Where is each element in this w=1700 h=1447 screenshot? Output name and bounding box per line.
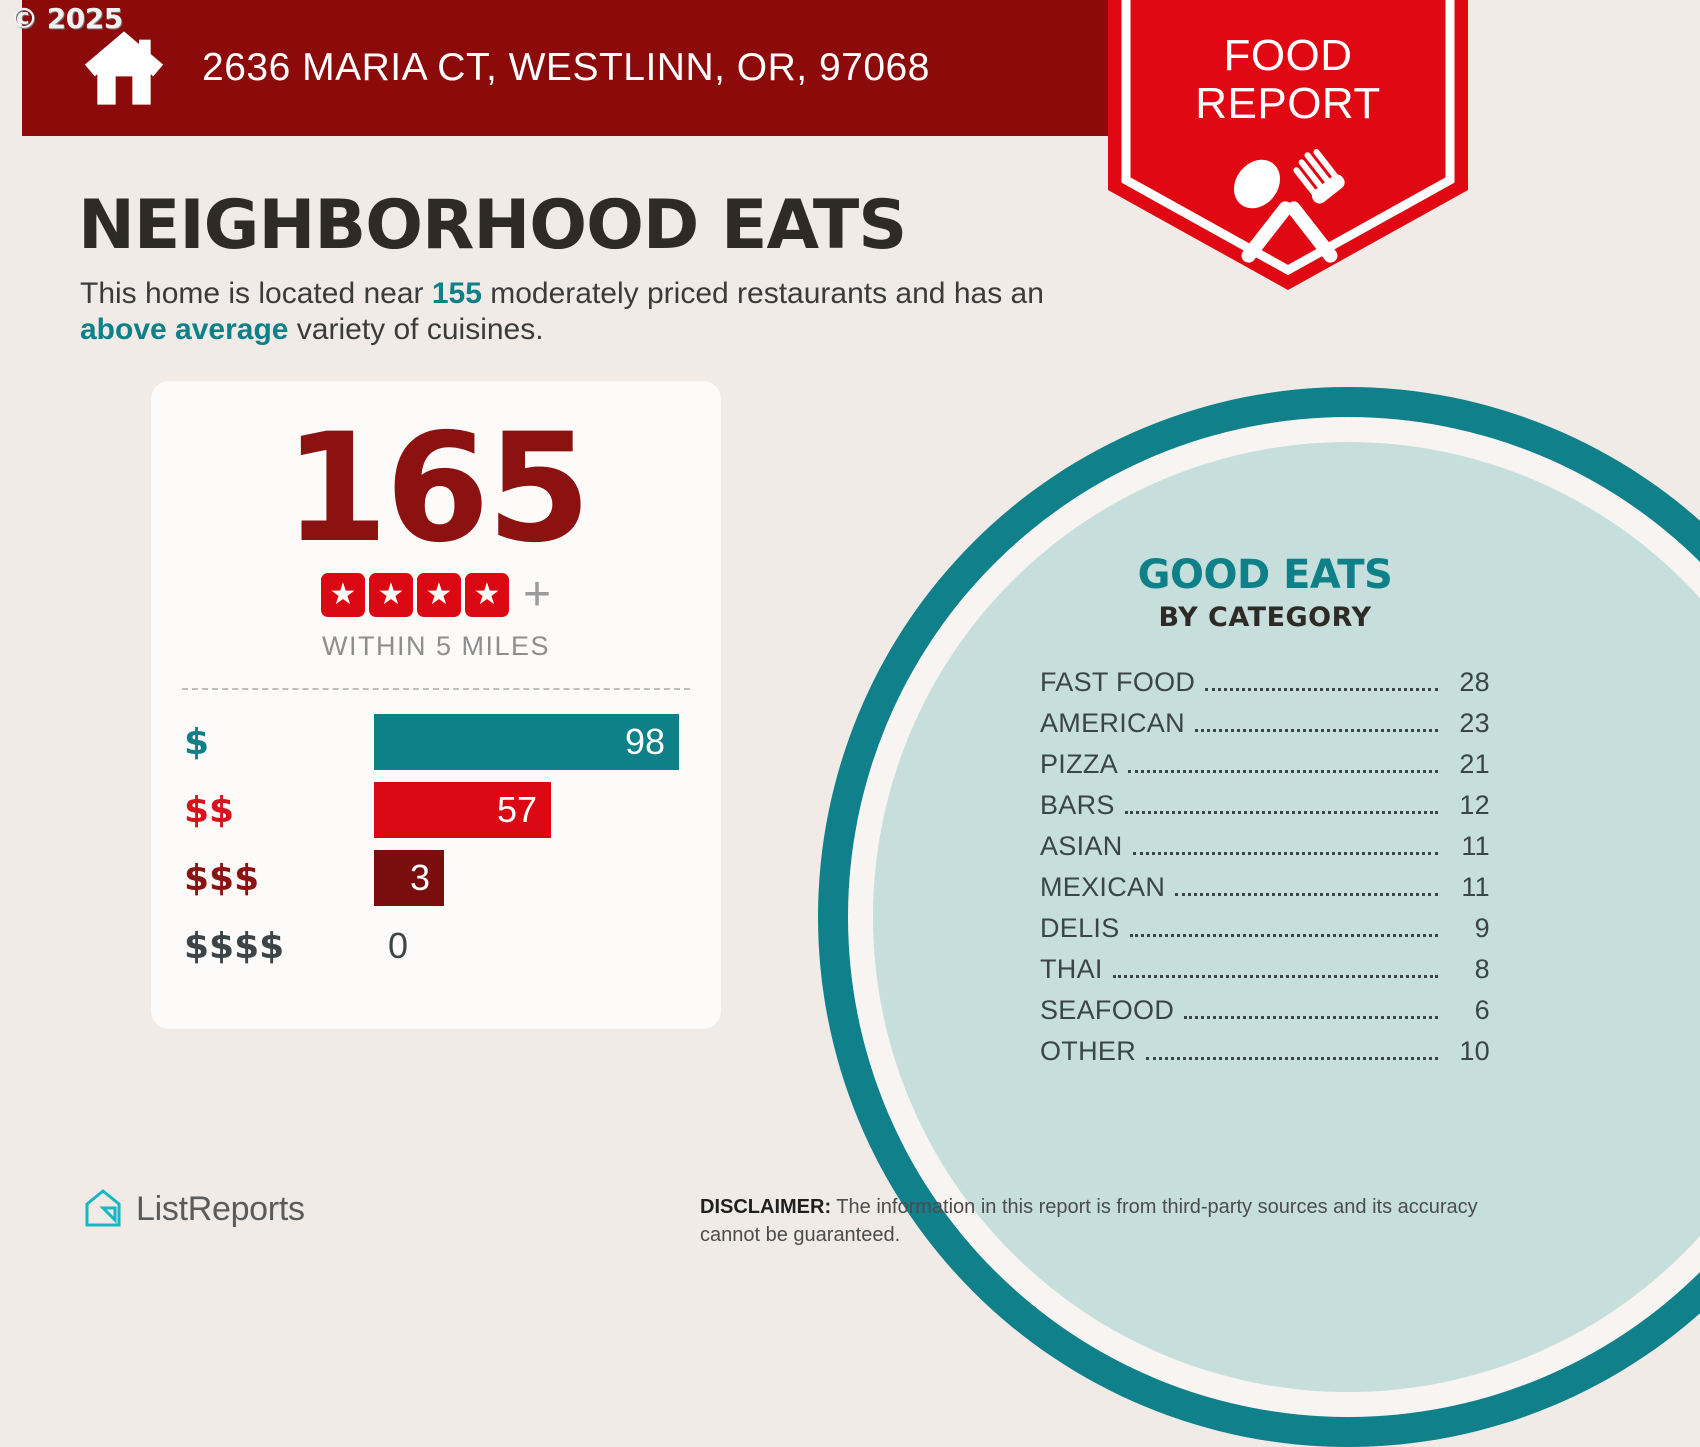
category-name: ASIAN	[1040, 831, 1123, 861]
category-name: FAST FOOD	[1040, 667, 1196, 697]
category-name: THAI	[1040, 954, 1103, 984]
good-eats-title: GOOD EATS	[1137, 552, 1393, 598]
price-tier-label: $$$$	[184, 925, 285, 967]
price-tier-row: $$$ 3	[151, 844, 721, 912]
category-name: OTHER	[1040, 1036, 1136, 1066]
category-count: 10	[1459, 1036, 1490, 1066]
category-row: PIZZA 21	[1040, 749, 1490, 790]
disclaimer: DISCLAIMER: The information in this repo…	[700, 1193, 1490, 1249]
price-tier-label: $$	[184, 789, 235, 831]
subtitle-text-1: This home is located near	[80, 277, 432, 310]
category-count: 11	[1461, 872, 1490, 902]
category-count: 12	[1459, 790, 1490, 820]
decorative-teal-circle-inner	[873, 442, 1700, 1392]
category-leader-dots	[1124, 811, 1438, 814]
star-glyph: ★	[377, 578, 405, 611]
good-eats-subtitle: BY CATEGORY	[1158, 602, 1372, 633]
copyright-notice: © 2025	[10, 2, 123, 35]
plus-icon: +	[522, 568, 552, 621]
price-tier-row: $$ 57	[151, 776, 721, 844]
category-count: 11	[1461, 831, 1490, 861]
badge-line-2: REPORT	[1195, 79, 1381, 128]
price-tier-bar-wrap: 98	[374, 713, 679, 771]
star-rating: ★ ★ ★ ★ +	[151, 568, 721, 621]
star-glyph: ★	[425, 578, 453, 611]
category-leader-dots	[1129, 934, 1438, 937]
category-row: MEXICAN 11	[1040, 872, 1490, 913]
star-glyph: ★	[329, 578, 357, 611]
price-tier-bar: 98	[374, 714, 679, 770]
category-count: 9	[1474, 913, 1490, 943]
price-tier-bar-wrap: 0	[374, 917, 408, 975]
radius-label: WITHIN 5 MILES	[321, 631, 551, 661]
star-icon: ★	[416, 573, 461, 617]
property-address: 2636 MARIA CT, WESTLINN, OR, 97068	[202, 46, 930, 89]
price-tier-bar: 3	[374, 850, 444, 906]
category-leader-dots	[1184, 1016, 1438, 1019]
price-tier-label: $	[184, 721, 210, 763]
listreports-house-icon	[85, 1189, 121, 1227]
price-tier-bar-wrap: 57	[374, 781, 551, 839]
category-leader-dots	[1146, 1057, 1438, 1060]
category-row: SEAFOOD 6	[1040, 995, 1490, 1036]
restaurant-count: 165	[283, 402, 591, 576]
category-list: FAST FOOD 28 AMERICAN 23 PIZZA 21 BARS 12 ASIAN 1…	[1040, 667, 1490, 1077]
category-leader-dots	[1194, 729, 1438, 732]
subtitle-highlight-count: 155	[431, 277, 482, 310]
subtitle-highlight-rating: above average	[80, 313, 289, 346]
disclaimer-text: The information in this report is from t…	[700, 1196, 1478, 1246]
category-leader-dots	[1112, 975, 1438, 978]
category-name: BARS	[1040, 790, 1115, 820]
category-count: 23	[1459, 708, 1490, 738]
badge-line-1: FOOD	[1223, 31, 1353, 80]
disclaimer-label: DISCLAIMER:	[700, 1196, 832, 1218]
category-leader-dots	[1128, 770, 1438, 773]
category-name: PIZZA	[1040, 749, 1119, 779]
category-row: FAST FOOD 28	[1040, 667, 1490, 708]
price-tier-chart: $98 $$ 57 $$$ 3 $$$$ 0	[151, 708, 721, 980]
subtitle-text-2: moderately priced restaurants and has an	[481, 277, 1044, 310]
food-report-badge: FOOD REPORT	[1108, 0, 1468, 290]
category-count: 6	[1474, 995, 1490, 1025]
star-glyph: ★	[473, 578, 501, 611]
subtitle-text-3: variety of cuisines.	[288, 313, 544, 346]
category-row: DELIS 9	[1040, 913, 1490, 954]
card-divider	[182, 688, 690, 690]
badge-label: FOOD REPORT	[1108, 32, 1468, 128]
category-row: ASIAN 11	[1040, 831, 1490, 872]
category-count: 21	[1459, 749, 1490, 779]
home-icon	[84, 31, 164, 105]
good-eats-panel: GOOD EATS BY CATEGORY FAST FOOD 28 AMERICA…	[1040, 552, 1490, 1077]
page-title: NEIGHBORHOOD EATS	[78, 186, 907, 265]
page-subtitle: This home is located near 155 moderately…	[80, 276, 1090, 348]
spoon-fork-icon	[1233, 149, 1345, 263]
category-row: OTHER 10	[1040, 1036, 1490, 1077]
price-tier-bar: 57	[374, 782, 551, 838]
category-row: AMERICAN 23	[1040, 708, 1490, 749]
category-name: MEXICAN	[1040, 872, 1166, 902]
category-row: BARS 12	[1040, 790, 1490, 831]
price-tier-bar-wrap: 3	[374, 849, 444, 907]
listreports-logo[interactable]: ListReports	[84, 1188, 305, 1230]
price-tier-row: $$$$ 0	[151, 912, 721, 980]
category-leader-dots	[1205, 688, 1438, 691]
category-leader-dots	[1175, 893, 1438, 896]
star-icon: ★	[320, 573, 365, 617]
header-bar: 2636 MARIA CT, WESTLINN, OR, 97068	[22, 0, 1200, 136]
price-tier-row: $98	[151, 708, 721, 776]
category-name: SEAFOOD	[1040, 995, 1175, 1025]
category-row: THAI 8	[1040, 954, 1490, 995]
restaurant-stats-card: 165 ★ ★ ★ ★ + WITHIN 5 MILES $98 $$ 57 $$$ 3…	[151, 381, 721, 1029]
category-count: 8	[1474, 954, 1490, 984]
star-icon: ★	[464, 573, 509, 617]
category-name: DELIS	[1040, 913, 1120, 943]
listreports-wordmark: ListReports	[136, 1189, 305, 1228]
category-count: 28	[1459, 667, 1490, 697]
category-leader-dots	[1132, 852, 1438, 855]
category-name: AMERICAN	[1040, 708, 1185, 738]
star-icon: ★	[368, 573, 413, 617]
price-tier-label: $$$	[184, 857, 260, 899]
price-tier-value: 0	[388, 925, 409, 966]
